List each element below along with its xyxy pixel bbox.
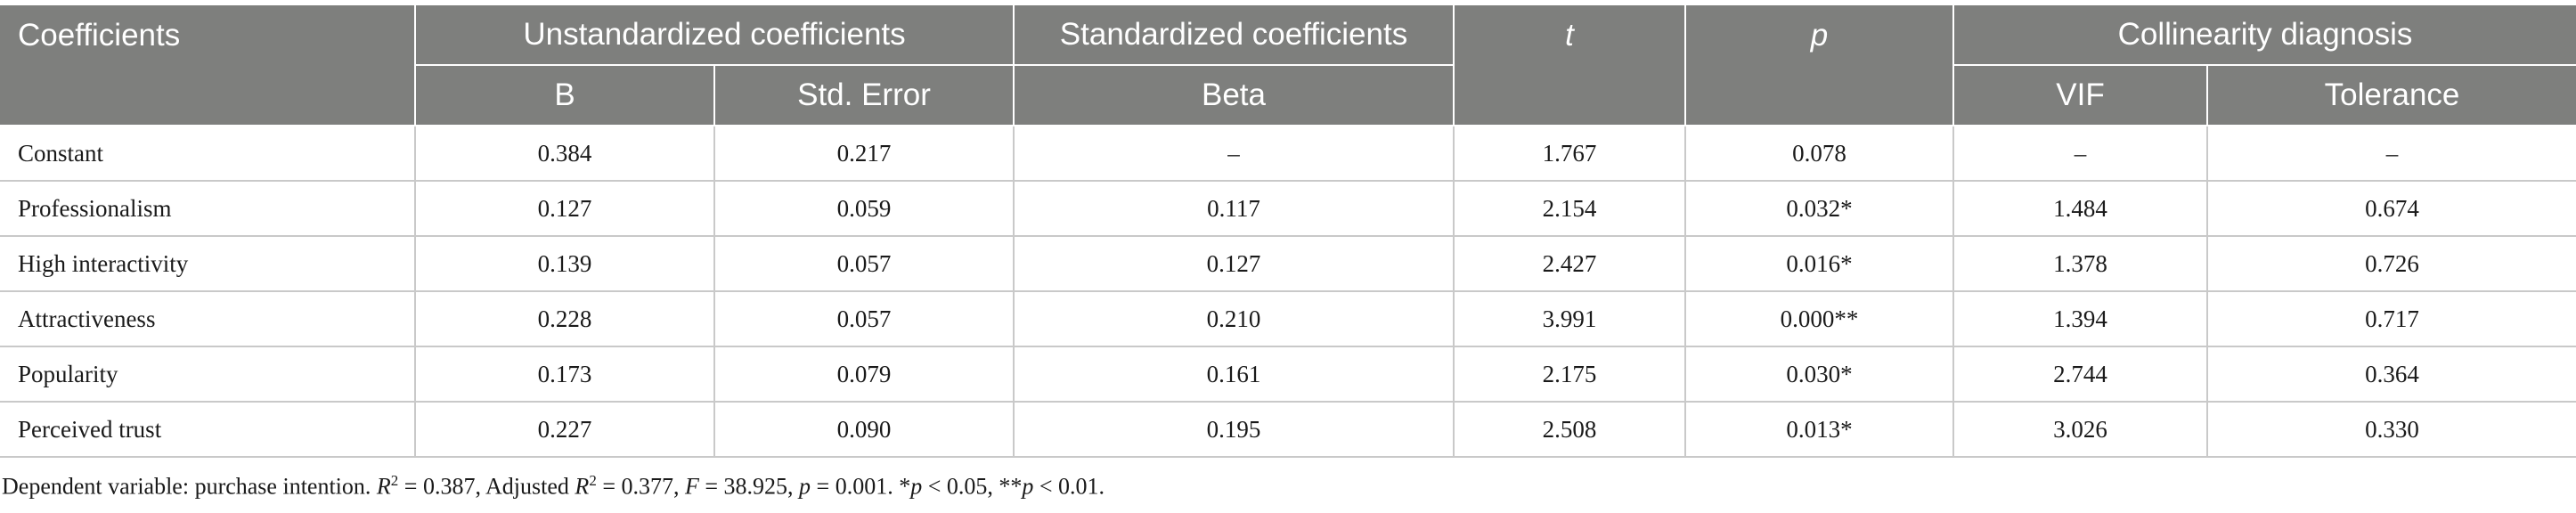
table-row: Popularity 0.173 0.079 0.161 2.175 0.030… — [0, 346, 2576, 403]
cell-beta: – — [1014, 126, 1455, 182]
header-standardized: Standardized coefficients — [1014, 5, 1455, 66]
header-unstandardized: Unstandardized coefficients — [415, 5, 1015, 66]
cell-std-error: 0.059 — [714, 181, 1015, 237]
cell-b: 0.127 — [415, 181, 715, 237]
cell-std-error: 0.057 — [714, 291, 1015, 347]
cell-tolerance: 0.674 — [2207, 181, 2576, 237]
cell-b: 0.227 — [415, 402, 715, 458]
cell-b: 0.384 — [415, 126, 715, 182]
header-std-error: Std. Error — [714, 65, 1015, 126]
table-row: Professionalism 0.127 0.059 0.117 2.154 … — [0, 181, 2576, 237]
cell-t: 1.767 — [1454, 126, 1686, 182]
header-tolerance: Tolerance — [2207, 65, 2576, 126]
cell-b: 0.139 — [415, 236, 715, 292]
cell-t: 2.175 — [1454, 346, 1686, 403]
cell-vif: 1.378 — [1953, 236, 2208, 292]
cell-b: 0.228 — [415, 291, 715, 347]
cell-std-error: 0.079 — [714, 346, 1015, 403]
table-row: Attractiveness 0.228 0.057 0.210 3.991 0… — [0, 291, 2576, 347]
cell-vif: – — [1953, 126, 2208, 182]
cell-p: 0.013* — [1685, 402, 1954, 458]
cell-beta: 0.161 — [1014, 346, 1455, 403]
table-row: High interactivity 0.139 0.057 0.127 2.4… — [0, 236, 2576, 292]
header-t: t — [1454, 5, 1686, 126]
cell-tolerance: 0.364 — [2207, 346, 2576, 403]
cell-beta: 0.127 — [1014, 236, 1455, 292]
row-label: Perceived trust — [0, 402, 416, 458]
row-label: Popularity — [0, 346, 416, 403]
row-label: Professionalism — [0, 181, 416, 237]
cell-tolerance: 0.726 — [2207, 236, 2576, 292]
header-row-2: B Std. Error Beta VIF Tolerance — [0, 65, 2576, 126]
table-row: Constant 0.384 0.217 – 1.767 0.078 – – — [0, 126, 2576, 182]
regression-table-wrapper: Coefficients Unstandardized coefficients… — [0, 5, 2576, 458]
header-p: p — [1685, 5, 1954, 126]
header-row-1: Coefficients Unstandardized coefficients… — [0, 5, 2576, 126]
cell-t: 2.508 — [1454, 402, 1686, 458]
cell-tolerance: 0.330 — [2207, 402, 2576, 458]
cell-std-error: 0.090 — [714, 402, 1015, 458]
cell-tolerance: 0.717 — [2207, 291, 2576, 347]
table-row: Perceived trust 0.227 0.090 0.195 2.508 … — [0, 402, 2576, 458]
header-beta: Beta — [1014, 65, 1455, 126]
cell-std-error: 0.217 — [714, 126, 1015, 182]
cell-t: 2.154 — [1454, 181, 1686, 237]
cell-p: 0.030* — [1685, 346, 1954, 403]
table-footnote: Dependent variable: purchase intention. … — [2, 472, 1105, 500]
cell-vif: 1.484 — [1953, 181, 2208, 237]
regression-table: Coefficients Unstandardized coefficients… — [0, 5, 2576, 458]
row-label: Attractiveness — [0, 291, 416, 347]
header-collinearity: Collinearity diagnosis — [1953, 5, 2576, 66]
cell-tolerance: – — [2207, 126, 2576, 182]
cell-p: 0.016* — [1685, 236, 1954, 292]
cell-std-error: 0.057 — [714, 236, 1015, 292]
cell-t: 3.991 — [1454, 291, 1686, 347]
row-label: High interactivity — [0, 236, 416, 292]
cell-b: 0.173 — [415, 346, 715, 403]
cell-vif: 1.394 — [1953, 291, 2208, 347]
cell-beta: 0.210 — [1014, 291, 1455, 347]
header-vif: VIF — [1953, 65, 2208, 126]
cell-vif: 2.744 — [1953, 346, 2208, 403]
cell-p: 0.000** — [1685, 291, 1954, 347]
row-label: Constant — [0, 126, 416, 182]
cell-p: 0.032* — [1685, 181, 1954, 237]
cell-vif: 3.026 — [1953, 402, 2208, 458]
header-coefficients: Coefficients — [0, 5, 416, 126]
cell-beta: 0.195 — [1014, 402, 1455, 458]
cell-t: 2.427 — [1454, 236, 1686, 292]
header-b: B — [415, 65, 715, 126]
cell-p: 0.078 — [1685, 126, 1954, 182]
cell-beta: 0.117 — [1014, 181, 1455, 237]
